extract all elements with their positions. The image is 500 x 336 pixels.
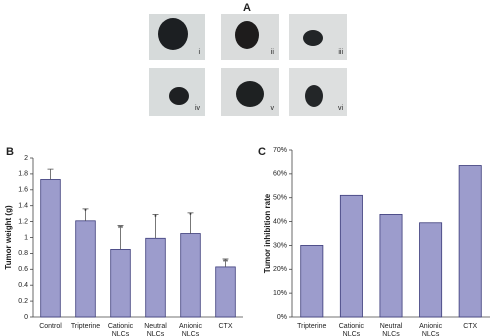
y-tick-label: 2	[24, 155, 28, 162]
bar	[458, 165, 482, 318]
x-tick-label: CTX	[219, 323, 233, 330]
y-tick-label: 40%	[273, 218, 287, 225]
y-axis-label: Tumor weight (g)	[4, 205, 13, 270]
y-tick-label: 10%	[273, 290, 287, 297]
x-tick-label: Cationic NLCs	[108, 323, 134, 336]
bar	[40, 179, 61, 318]
photo-label: vi	[338, 105, 344, 112]
tumor	[305, 85, 323, 107]
tumor	[303, 30, 323, 46]
significance: *	[154, 214, 157, 221]
x-tick-label: Neutral NLCs	[380, 323, 403, 336]
y-tick-label: 0.6	[18, 266, 28, 273]
y-tick-label: 1.6	[18, 187, 28, 194]
y-tick-label: 50%	[273, 195, 287, 202]
photo-label: iii	[338, 49, 343, 56]
photo-grid	[149, 14, 347, 116]
y-tick-label: 1.4	[18, 203, 28, 210]
y-tick-label: 60%	[273, 171, 287, 178]
y-tick-label: 1	[24, 234, 28, 241]
photo-label: iv	[195, 105, 201, 112]
y-tick-label: 0	[24, 314, 28, 321]
y-tick-label: 1.2	[18, 218, 28, 225]
y-tick-label: 0.8	[18, 250, 28, 257]
tumor	[158, 18, 188, 50]
y-tick-label: 0%	[277, 314, 287, 321]
bar	[110, 249, 131, 318]
bar	[339, 194, 363, 318]
panel-label: A	[243, 2, 251, 14]
significance: **	[223, 259, 229, 266]
x-tick-label: Control	[39, 323, 62, 330]
significance: *	[189, 213, 192, 220]
bar	[75, 220, 96, 318]
y-tick-label: 70%	[273, 147, 287, 154]
x-tick-label: Tripterine	[297, 323, 326, 330]
y-tick-label: 0.4	[18, 282, 28, 289]
bar	[180, 233, 201, 318]
x-tick-label: Cationic NLCs	[339, 323, 365, 336]
bar	[379, 214, 403, 318]
x-tick-label: Neutral NLCs	[144, 323, 167, 336]
x-tick-label: Tripterine	[71, 323, 100, 330]
tumor	[236, 81, 264, 107]
tumor	[235, 21, 259, 49]
panel-label: B	[6, 146, 14, 158]
bar	[145, 237, 166, 318]
bar	[215, 266, 236, 318]
panel-label: C	[258, 146, 266, 158]
photo-label: ii	[271, 49, 275, 56]
y-axis-label: Tumor inhibition rate	[263, 193, 272, 273]
y-tick-label: 1.8	[18, 171, 28, 178]
x-tick-label: Anionic NLCs	[419, 323, 442, 336]
significance: *	[84, 209, 87, 216]
tumor	[169, 87, 189, 105]
y-tick-label: 30%	[273, 242, 287, 249]
photo-label: v	[271, 105, 275, 112]
bar	[300, 245, 324, 318]
x-tick-label: Anionic NLCs	[179, 323, 202, 336]
y-tick-label: 20%	[273, 266, 287, 273]
x-tick-label: CTX	[463, 323, 477, 330]
y-tick-label: 0.2	[18, 298, 28, 305]
photo-label: i	[198, 49, 200, 56]
significance: **	[118, 225, 124, 232]
bar	[419, 222, 443, 318]
